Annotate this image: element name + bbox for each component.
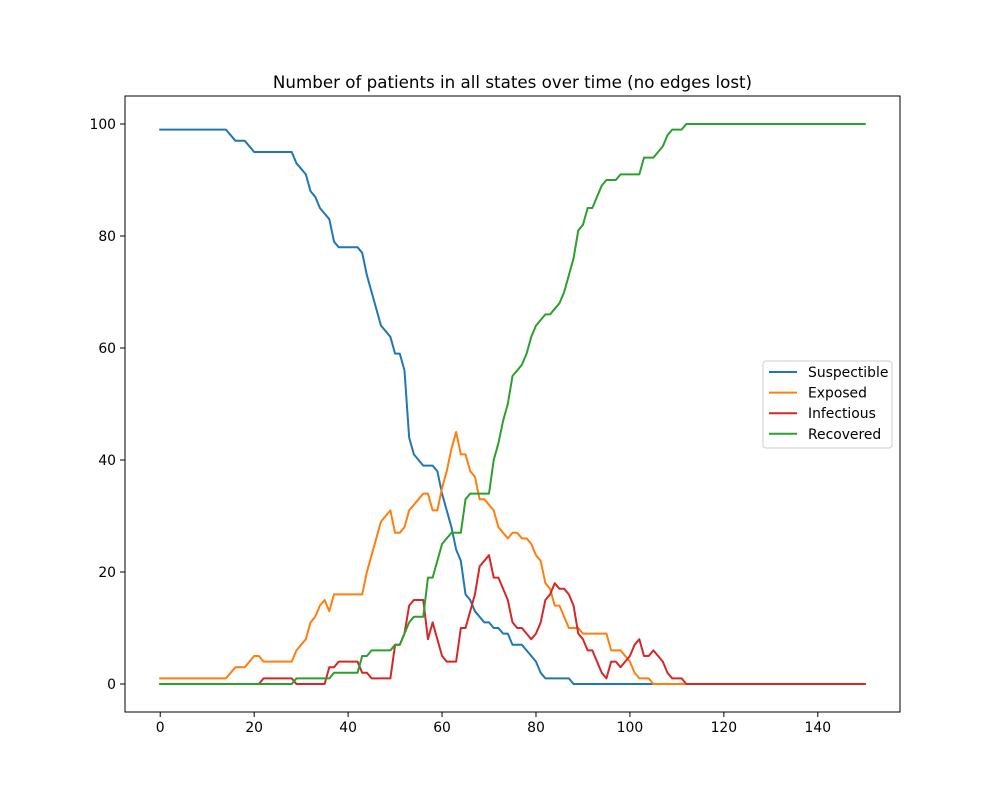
series-line-suspectible xyxy=(159,128,866,685)
x-tick-label: 80 xyxy=(527,720,545,736)
y-axis: 0 20 40 60 80 100 xyxy=(89,117,125,693)
x-tick-label: 0 xyxy=(156,720,165,736)
x-tick-label: 120 xyxy=(711,720,738,736)
chart-title: Number of patients in all states over ti… xyxy=(273,72,752,92)
legend: Suspectible Exposed Infectious Recovered xyxy=(762,360,893,449)
x-tick-label: 20 xyxy=(245,720,263,736)
legend-label-recovered: Recovered xyxy=(808,427,881,443)
y-tick-label: 20 xyxy=(98,565,116,581)
series-layer xyxy=(159,123,866,685)
plot-frame xyxy=(124,95,901,713)
y-tick-label: 100 xyxy=(89,117,116,133)
x-tick-label: 140 xyxy=(805,720,832,736)
x-tick-label: 60 xyxy=(433,720,451,736)
x-tick-label: 100 xyxy=(617,720,644,736)
x-axis: 0 20 40 60 80 100 120 140 xyxy=(156,712,831,736)
y-tick-label: 0 xyxy=(107,677,116,693)
y-tick-label: 80 xyxy=(98,229,116,245)
series-line-recovered xyxy=(159,123,866,685)
legend-label-exposed: Exposed xyxy=(808,386,867,402)
x-tick-label: 40 xyxy=(339,720,357,736)
legend-label-infectious: Infectious xyxy=(808,406,876,422)
y-tick-label: 40 xyxy=(98,453,116,469)
series-line-infectious xyxy=(159,554,866,685)
y-tick-label: 60 xyxy=(98,341,116,357)
legend-box xyxy=(762,360,893,449)
legend-label-suspectible: Suspectible xyxy=(808,365,888,381)
